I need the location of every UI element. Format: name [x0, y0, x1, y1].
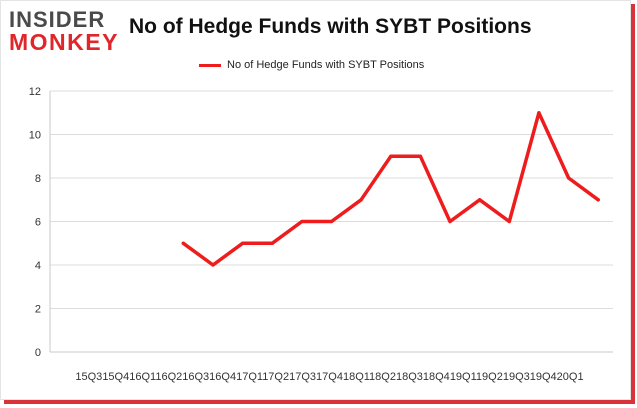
chart-legend: No of Hedge Funds with SYBT Positions — [199, 57, 424, 73]
legend-swatch — [199, 63, 221, 67]
x-tick-label: 19Q4 — [530, 371, 557, 383]
x-tick-label: 15Q4 — [102, 371, 129, 383]
x-tick-label: 16Q1 — [129, 371, 156, 383]
data-point — [211, 263, 215, 267]
series-line — [181, 111, 600, 267]
chart-frame: INSIDER MONKEY No of Hedge Funds with SY… — [0, 0, 631, 400]
x-tick-label: 17Q4 — [316, 371, 343, 383]
x-tick-label: 18Q3 — [396, 371, 423, 383]
data-point — [241, 241, 245, 245]
data-point — [566, 176, 571, 180]
legend-label: No of Hedge Funds with SYBT Positions — [227, 59, 425, 71]
series-layer — [181, 111, 600, 267]
data-point — [329, 219, 334, 224]
data-point — [478, 198, 482, 202]
data-point — [389, 154, 393, 158]
x-tick-label: 17Q2 — [262, 371, 289, 383]
x-tick-label: 18Q4 — [423, 371, 450, 383]
data-point — [359, 198, 363, 202]
x-tick-label: 19Q1 — [450, 371, 477, 383]
x-tick-label: 19Q2 — [476, 371, 503, 383]
y-tick-label: 0 — [35, 347, 41, 359]
logo-text-insider: INSIDER — [9, 7, 106, 32]
data-point — [181, 241, 185, 245]
x-tick-label: 16Q4 — [209, 371, 236, 383]
grid-lines — [50, 90, 613, 353]
y-axis: 0 2 4 6 8 10 12 — [29, 86, 51, 359]
chart-title: No of Hedge Funds with SYBT Positions — [129, 15, 532, 38]
y-tick-label: 12 — [29, 86, 41, 98]
x-tick-label: 16Q2 — [155, 371, 182, 383]
y-tick-label: 10 — [29, 130, 41, 142]
insider-monkey-logo: INSIDER MONKEY — [9, 9, 119, 57]
x-tick-label: 19Q3 — [503, 371, 530, 383]
y-tick-label: 2 — [35, 304, 41, 316]
x-tick-label: 17Q3 — [289, 371, 316, 383]
x-tick-label: 17Q1 — [236, 371, 263, 383]
logo-text-monkey: MONKEY — [9, 29, 119, 55]
x-tick-label: 15Q3 — [75, 371, 102, 383]
data-point — [270, 241, 274, 245]
data-point — [537, 111, 541, 115]
data-point — [300, 219, 304, 224]
data-point — [418, 154, 422, 158]
x-tick-label: 16Q3 — [182, 371, 209, 383]
data-point — [507, 219, 511, 224]
x-tick-label: 20Q1 — [557, 371, 584, 383]
y-tick-label: 4 — [35, 260, 41, 272]
x-tick-labels: 15Q315Q416Q116Q216Q316Q417Q117Q217Q317Q4… — [75, 371, 583, 383]
data-point — [596, 198, 600, 202]
y-tick-label: 6 — [35, 217, 41, 229]
data-point — [448, 219, 452, 224]
x-tick-label: 18Q1 — [343, 371, 370, 383]
x-axis: 15Q315Q416Q116Q216Q316Q417Q117Q217Q317Q4… — [75, 371, 583, 383]
y-tick-label: 8 — [35, 173, 41, 185]
x-tick-label: 18Q2 — [369, 371, 396, 383]
